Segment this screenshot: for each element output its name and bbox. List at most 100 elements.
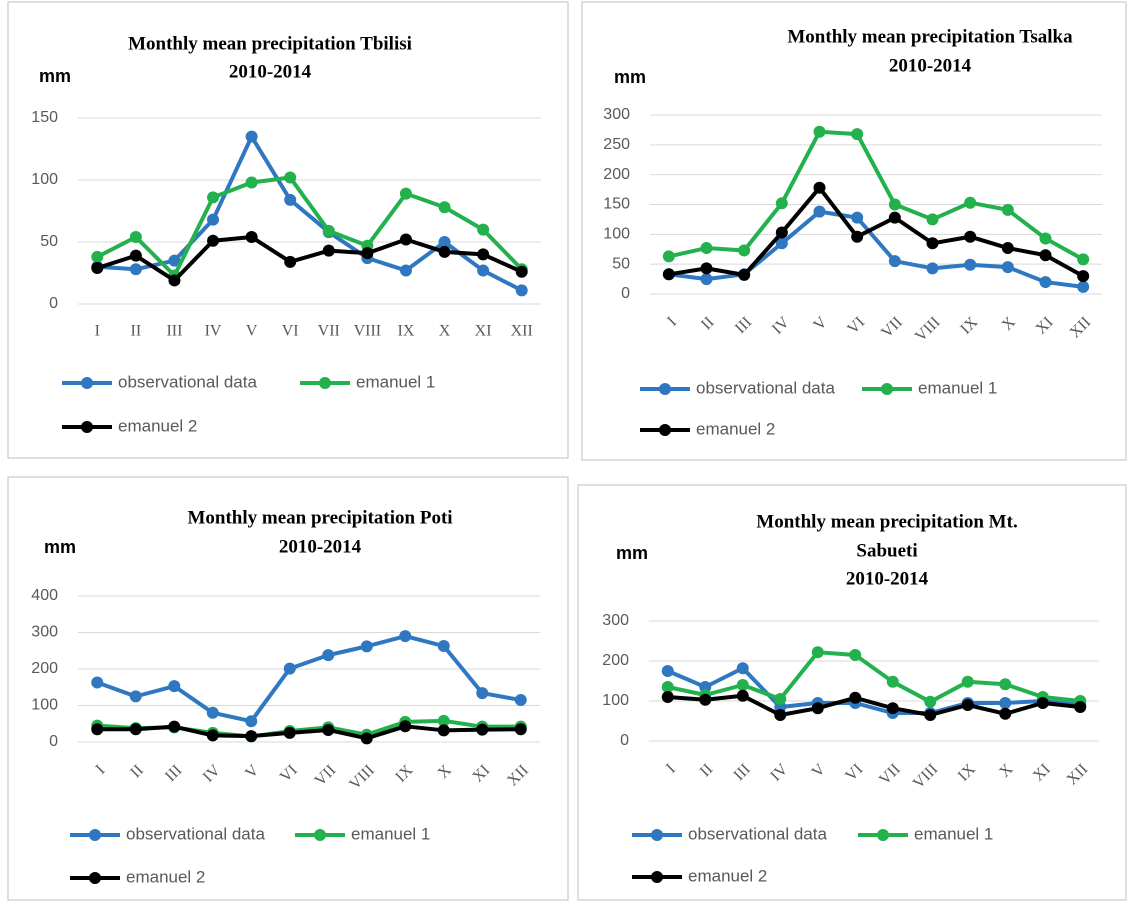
x-tick-label: V	[246, 323, 258, 340]
point	[738, 244, 751, 257]
point	[515, 265, 528, 278]
series-line	[96, 634, 522, 724]
x-tick-label: VI	[844, 314, 868, 338]
chart-title: 2010-2014	[846, 568, 929, 589]
point	[322, 224, 335, 237]
point	[1001, 242, 1014, 255]
y-tick-label: 200	[602, 652, 629, 669]
y-tick-label: 200	[31, 660, 58, 677]
x-tick-label: XII	[1067, 314, 1095, 342]
point	[700, 242, 713, 255]
point	[91, 262, 104, 275]
y-tick-label: 100	[603, 226, 630, 243]
point	[360, 640, 373, 653]
point	[514, 723, 527, 736]
legend-marker	[314, 829, 326, 841]
point	[322, 723, 335, 736]
legend-label: emanuel 1	[914, 824, 993, 843]
point	[284, 193, 297, 206]
y-tick-label: 100	[31, 171, 58, 188]
x-tick-label: III	[162, 762, 185, 785]
x-tick-label: XII	[511, 323, 533, 340]
y-tick-label: 250	[603, 136, 630, 153]
point	[849, 649, 862, 661]
legend-marker	[659, 383, 671, 395]
panel-frame	[581, 1, 1127, 461]
y-tick-label: 400	[31, 587, 58, 604]
y-tick-label: 0	[621, 285, 630, 302]
legend-marker	[651, 871, 663, 883]
legend-label: emanuel 1	[918, 378, 997, 397]
legend-marker	[89, 872, 101, 884]
point	[322, 244, 335, 257]
point	[774, 709, 787, 721]
point	[700, 262, 713, 275]
chart-title: 2010-2014	[889, 55, 972, 76]
x-tick-label: IX	[955, 760, 979, 784]
x-tick-label: XI	[1033, 314, 1057, 338]
x-tick-label: XI	[475, 323, 492, 340]
x-tick-label: IX	[398, 323, 415, 340]
point	[1077, 253, 1090, 266]
x-tick-label: II	[131, 323, 142, 340]
legend-marker	[89, 829, 101, 841]
point	[438, 245, 451, 258]
series-line	[97, 134, 523, 293]
point	[811, 646, 824, 659]
point	[775, 226, 788, 239]
x-tick-label: I	[663, 761, 679, 777]
point	[245, 730, 258, 743]
x-tick-label: II	[698, 314, 718, 334]
point	[129, 231, 142, 244]
y-tick-label: 300	[602, 612, 629, 629]
series-line	[668, 129, 1085, 262]
point	[284, 255, 297, 268]
point	[284, 171, 297, 184]
legend-label: observational data	[688, 824, 827, 843]
point	[1074, 701, 1087, 713]
x-tick-label: XII	[504, 762, 532, 790]
x-tick-label: IX	[392, 761, 416, 785]
legend-marker	[877, 829, 889, 841]
x-tick-label: XII	[1064, 761, 1092, 789]
x-tick-label: VII	[312, 762, 340, 790]
point	[662, 268, 675, 281]
point	[168, 254, 181, 267]
point	[207, 234, 220, 247]
legend-marker	[81, 377, 93, 389]
point	[662, 250, 675, 263]
point	[1077, 280, 1090, 293]
y-tick-label: 50	[40, 233, 58, 250]
legend-label: emanuel 2	[688, 866, 767, 885]
point	[775, 237, 788, 250]
point	[477, 248, 490, 261]
point	[888, 198, 901, 211]
x-tick-label: X	[439, 323, 451, 340]
point	[437, 724, 450, 737]
point	[129, 723, 142, 736]
point	[849, 691, 862, 704]
point	[999, 678, 1012, 691]
panel-frame	[7, 476, 569, 901]
point	[1039, 276, 1052, 289]
y-tick-label: 0	[49, 733, 58, 750]
panel-frame	[7, 1, 569, 459]
point	[736, 662, 749, 675]
point	[964, 258, 977, 271]
point	[168, 274, 181, 287]
point	[888, 255, 901, 268]
point	[813, 125, 826, 138]
point	[736, 689, 749, 702]
point	[999, 697, 1012, 709]
x-tick-label: IV	[205, 323, 222, 340]
point	[999, 707, 1012, 720]
chart-title: Monthly mean precipitation Mt.	[756, 511, 1017, 532]
point	[661, 691, 674, 703]
point	[924, 695, 937, 708]
y-tick-label: 200	[603, 166, 630, 183]
legend-label: observational data	[696, 378, 835, 397]
point	[1077, 270, 1090, 283]
point	[91, 723, 104, 736]
y-axis-label: mm	[614, 67, 646, 87]
y-tick-label: 50	[612, 255, 630, 272]
